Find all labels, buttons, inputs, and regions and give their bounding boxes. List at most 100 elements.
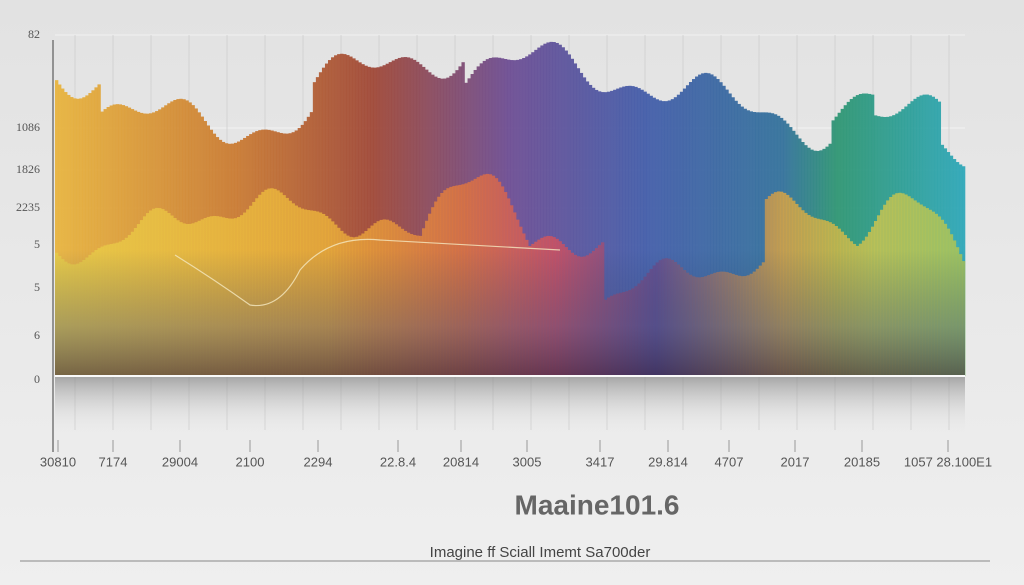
decor-bar — [861, 93, 866, 376]
decor-bar — [852, 96, 857, 376]
decor-bar — [370, 67, 374, 376]
decor-bar — [607, 91, 611, 376]
y-axis-labels: 82 1086 1826 2235 5 5 6 0 — [16, 27, 40, 386]
y-axis-label: 5 — [34, 237, 40, 251]
y-axis-label: 2235 — [16, 200, 40, 214]
decor-bar — [637, 88, 641, 377]
decor-bar — [601, 92, 605, 376]
decor-bar — [519, 59, 523, 376]
decor-bar — [661, 101, 665, 376]
decor-bar — [394, 59, 399, 376]
decor-bar — [516, 59, 520, 377]
decor-bar — [710, 74, 714, 377]
subtitle: Imagine ff Sciall Imemt Sa700der — [430, 544, 651, 561]
decor-bar — [525, 56, 529, 377]
decor-bar — [695, 76, 699, 376]
decor-bar — [743, 108, 747, 376]
x-axis-label: 3417 — [586, 454, 615, 469]
decor-bar — [673, 97, 678, 376]
decor-bar — [758, 112, 763, 376]
decor-bar — [631, 86, 635, 376]
decor-bar — [722, 85, 726, 377]
decor-bar — [713, 76, 717, 377]
decor-bar — [94, 87, 98, 376]
decor-bar — [555, 42, 559, 376]
decor-bar — [604, 92, 608, 376]
decor-bar — [676, 94, 681, 377]
x-axis-label: 3005 — [513, 454, 542, 469]
decor-bar — [331, 57, 335, 376]
decor-bar — [664, 101, 669, 376]
x-axis-label: 29.814 — [648, 454, 688, 469]
decor-bar — [619, 87, 623, 377]
decor-bar — [343, 54, 347, 377]
decor-bar — [528, 54, 532, 377]
decor-bar — [613, 89, 617, 376]
decor-bar — [340, 53, 344, 376]
decor-bar — [682, 88, 687, 376]
x-axis-label: 22.8.4 — [380, 454, 416, 469]
decor-bar — [707, 73, 711, 376]
decor-bar — [731, 97, 735, 377]
decor-bar — [73, 98, 77, 376]
x-axis-label: 7174 — [99, 454, 128, 469]
decor-bar — [388, 62, 392, 377]
decor-bar — [749, 111, 753, 377]
decor-bar — [761, 112, 766, 377]
decor-bar — [88, 93, 92, 377]
decor-bar — [79, 98, 83, 377]
decor-bar — [704, 72, 708, 376]
decor-bar — [746, 110, 750, 377]
decor-bar — [716, 79, 720, 376]
decor-bar — [391, 60, 396, 377]
y-axis-label: 1086 — [16, 120, 40, 134]
decor-bar — [546, 42, 550, 377]
decor-bar — [740, 106, 744, 376]
decor-bar — [55, 80, 59, 376]
decor-bar — [576, 68, 581, 376]
decor-bar — [646, 93, 650, 377]
decor-bar — [534, 49, 538, 377]
decor-bar — [634, 86, 638, 376]
decor-bar — [334, 55, 338, 376]
decor-bar — [358, 62, 362, 376]
decor-bar — [855, 95, 860, 376]
x-axis-label: 29004 — [162, 454, 198, 469]
title: Maaine101.6 — [515, 489, 680, 520]
x-axis-labels: 30810 7174 29004 2100 2294 22.8.4 20814 3005 341… — [40, 440, 992, 469]
decor-bar — [531, 52, 535, 377]
x-axis-label: 2100 — [236, 454, 265, 469]
decor-bar — [579, 72, 584, 376]
decor-bar — [64, 92, 68, 376]
decor-bar — [679, 91, 684, 376]
decor-bar — [755, 112, 760, 376]
decor-bar — [597, 91, 602, 376]
decor-bar — [685, 85, 690, 377]
x-axis-label: 2017 — [781, 454, 810, 469]
decor-bar — [543, 43, 547, 376]
x-axis-label: 30810 — [40, 454, 76, 469]
decor-bar — [594, 89, 599, 376]
decor-bar — [522, 57, 526, 376]
decor-bar — [364, 65, 368, 376]
decor-bar — [698, 74, 702, 377]
decor-bar — [91, 90, 95, 376]
decor-bar — [558, 44, 562, 376]
decor-bar — [67, 94, 71, 377]
x-axis-label: 20185 — [844, 454, 880, 469]
decor-bar — [540, 45, 544, 377]
decor-bar — [849, 99, 854, 376]
decor-bar — [406, 57, 411, 376]
decor-bar — [561, 47, 565, 377]
x-axis-label: 1057 28.100E1 — [904, 454, 992, 469]
decor-bar — [752, 112, 756, 376]
decor-bar — [625, 85, 629, 376]
decor-bar — [864, 93, 869, 376]
decor-bar — [70, 97, 74, 376]
decor-bar — [573, 63, 578, 376]
decor-bar — [349, 56, 353, 376]
decor-bar — [115, 104, 119, 377]
x-axis-label: 4707 — [715, 454, 744, 469]
